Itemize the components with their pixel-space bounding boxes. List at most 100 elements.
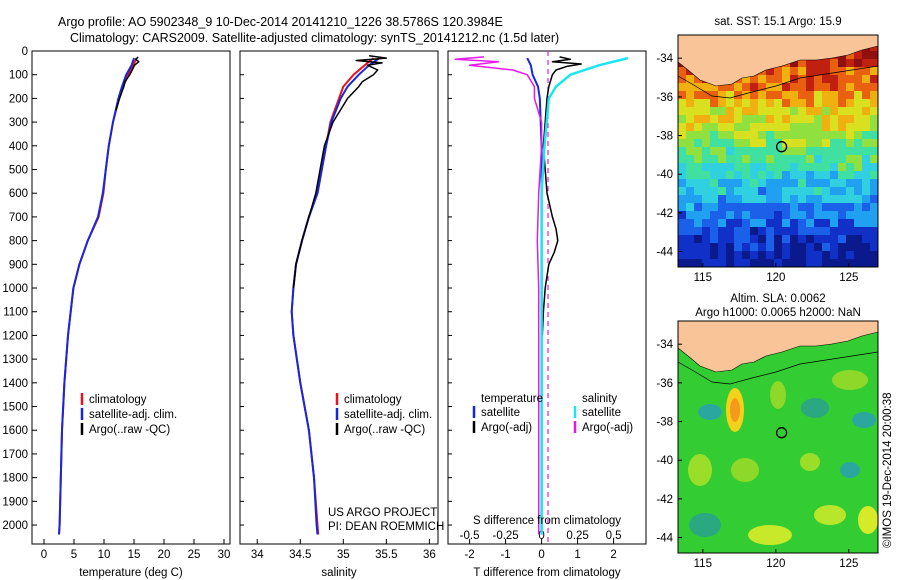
sst-cell — [678, 123, 687, 132]
depth-tick-label: 700 — [9, 212, 28, 224]
sst-cell — [870, 243, 878, 252]
sst-cell — [758, 99, 767, 108]
sst-cell — [830, 59, 839, 68]
sst-cell — [838, 131, 847, 140]
sst-map-lat-axis: -34 -36 -38 -40 -42 -44 — [656, 53, 682, 259]
sst-cell — [678, 115, 687, 124]
sst-cell — [702, 139, 711, 148]
sst-cell — [862, 51, 871, 60]
sst-cell — [742, 243, 751, 252]
sst-cell — [710, 163, 719, 172]
sst-cell — [702, 195, 711, 204]
depth-axis: 0 100 200 300 400 500 600 700 800 900 1000 1100 1200… — [2, 46, 37, 532]
sst-cell — [790, 235, 799, 244]
sst-cell — [790, 227, 799, 236]
sst-cell — [750, 171, 759, 180]
sst-cell — [694, 235, 703, 244]
sst-cell — [806, 211, 815, 220]
sst-cell — [870, 227, 878, 236]
sst-cell — [854, 83, 863, 92]
sst-cell — [830, 107, 839, 116]
sst-cell — [814, 91, 823, 100]
sst-cell — [702, 219, 711, 228]
sst-cell — [782, 123, 791, 132]
sst-cell — [822, 131, 831, 140]
sst-cell — [726, 243, 735, 252]
lon-tick-label: 125 — [839, 558, 858, 570]
sst-cell — [718, 259, 727, 267]
sst-cell — [782, 243, 791, 252]
x-tick-label: 30 — [218, 549, 231, 561]
sst-cell — [742, 251, 751, 260]
sst-cell — [710, 243, 719, 252]
sst-cell — [742, 139, 751, 148]
sst-cell — [822, 163, 831, 172]
sst-cell — [822, 171, 831, 180]
sst-cell — [734, 131, 743, 140]
sst-cell — [870, 75, 878, 84]
sst-cell — [718, 227, 727, 236]
sst-cell — [798, 83, 807, 92]
sst-cell — [702, 115, 711, 124]
sst-cell — [814, 211, 823, 220]
sst-cell — [718, 203, 727, 212]
sst-cell — [742, 203, 751, 212]
sst-cell — [862, 91, 871, 100]
sst-cell — [710, 115, 719, 124]
sst-cell — [702, 107, 711, 116]
sst-cell — [846, 131, 855, 140]
sst-cell — [678, 99, 687, 108]
sst-cell — [838, 59, 847, 68]
sst-cell — [870, 235, 878, 244]
depth-tick-label: 1000 — [2, 283, 28, 295]
sst-cell — [694, 211, 703, 220]
sst-cell — [838, 155, 847, 164]
sst-cell — [678, 91, 687, 100]
sst-cell — [854, 123, 863, 132]
sst-cell — [806, 179, 815, 188]
sst-cell — [718, 131, 727, 140]
sst-cell — [838, 99, 847, 108]
sst-cell — [774, 195, 783, 204]
sst-cell — [870, 123, 878, 132]
sst-cell — [718, 99, 727, 108]
sst-cell — [758, 123, 767, 132]
sst-cell — [678, 67, 687, 76]
sst-cell — [854, 147, 863, 156]
sst-cell — [734, 179, 743, 188]
sst-cell — [678, 235, 687, 244]
sst-cell — [806, 155, 815, 164]
sla-blob — [814, 505, 846, 525]
sst-cell — [782, 195, 791, 204]
sst-cell — [702, 179, 711, 188]
sst-cell — [710, 107, 719, 116]
sst-cell — [686, 251, 695, 260]
sst-cell — [814, 83, 823, 92]
sst-cell — [742, 131, 751, 140]
sst-cell — [702, 155, 711, 164]
sst-cell — [830, 131, 839, 140]
sst-cell — [686, 259, 695, 267]
sst-cell — [726, 163, 735, 172]
sst-cell — [758, 219, 767, 228]
depth-tick-label: 1200 — [2, 330, 28, 342]
sst-cell — [846, 147, 855, 156]
sst-cell — [814, 131, 823, 140]
sst-cell — [806, 227, 815, 236]
sst-cell — [742, 107, 751, 116]
sst-cell — [726, 155, 735, 164]
sst-cell — [838, 211, 847, 220]
sst-cell — [790, 59, 799, 68]
sst-cell — [702, 251, 711, 260]
sst-cell — [694, 227, 703, 236]
sst-cell — [750, 203, 759, 212]
sst-cell — [742, 195, 751, 204]
sst-cell — [790, 67, 799, 76]
sst-map-land — [678, 35, 878, 87]
sst-cell — [766, 147, 775, 156]
sst-cell — [686, 203, 695, 212]
sla-blob — [730, 398, 740, 422]
difference-panel: -2 -1 0 1 2 -0.5 -0.25 0 0.25 0.5 T difference f… — [447, 50, 647, 579]
sst-cell — [774, 259, 783, 267]
sst-cell — [798, 91, 807, 100]
